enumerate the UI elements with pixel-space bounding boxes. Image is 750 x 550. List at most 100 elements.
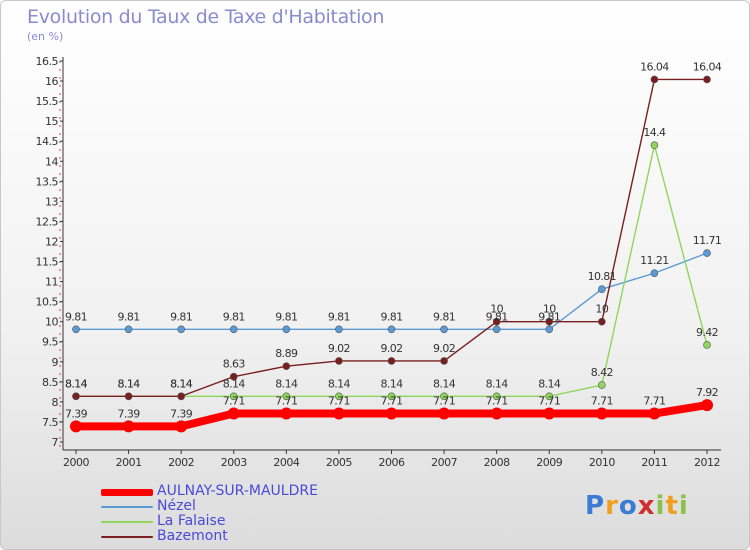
x-tick-label: 2012: [694, 456, 720, 469]
data-point-nezel: [545, 325, 554, 334]
chart-title: Evolution du Taux de Taxe d'Habitation: [27, 6, 385, 28]
data-label-nezel: 9.81: [538, 310, 560, 323]
data-point-bazemont: [229, 372, 238, 381]
data-label-nezel: 9.81: [433, 310, 455, 323]
data-point-nezel: [282, 325, 291, 334]
data-point-la-falaise: [229, 392, 238, 401]
y-tick-label: 13.5: [36, 175, 59, 188]
data-point-bazemont: [177, 392, 185, 401]
y-tick-label: 10.5: [36, 296, 59, 309]
data-label-la-falaise: 8.14: [538, 377, 561, 390]
data-point-aulnay: [70, 420, 82, 433]
data-point-bazemont: [387, 357, 396, 365]
y-tick-label: 14.5: [36, 135, 59, 148]
data-label-aulnay: 7.71: [380, 395, 402, 408]
x-tick-label: 2010: [589, 456, 615, 469]
data-point-bazemont: [545, 317, 554, 326]
data-point-nezel: [229, 325, 238, 334]
data-point-nezel: [124, 325, 133, 334]
data-label-la-falaise: 8.14: [380, 377, 403, 390]
data-point-nezel: [703, 249, 711, 257]
data-label-nezel: 10.81: [588, 270, 617, 283]
data-label-nezel: 9.81: [170, 310, 192, 323]
y-tick-label: 9.5: [42, 336, 58, 349]
x-tick-label: 2008: [484, 456, 510, 469]
x-tick-label: 2003: [221, 456, 247, 469]
y-tick-label: 13: [45, 195, 58, 208]
data-label-bazemont: 8.14: [118, 377, 141, 390]
data-point-la-falaise: [545, 392, 554, 401]
data-point-la-falaise: [282, 392, 291, 401]
data-point-aulnay: [490, 407, 503, 420]
data-point-la-falaise: [440, 392, 448, 401]
y-tick-label: 15: [45, 115, 58, 128]
y-tick-label: 7: [52, 436, 59, 449]
legend-label-nezel: Nézel: [157, 498, 196, 514]
data-point-nezel: [650, 269, 659, 277]
data-label-bazemont: 9.02: [433, 342, 455, 355]
proxiti-logo: Proxiti: [585, 491, 689, 521]
data-label-aulnay: 7.71: [223, 395, 245, 408]
data-label-la-falaise: 8.42: [591, 366, 613, 379]
data-label-aulnay: 7.71: [591, 395, 613, 408]
data-point-aulnay: [385, 407, 398, 420]
data-point-nezel: [72, 325, 80, 334]
data-label-nezel: 9.81: [380, 310, 402, 323]
y-tick-label: 8: [52, 396, 59, 409]
data-label-la-falaise: 8.14: [275, 377, 298, 390]
data-label-aulnay: 7.92: [696, 386, 718, 399]
data-point-nezel: [335, 325, 343, 334]
data-point-aulnay: [122, 420, 135, 433]
data-label-aulnay: 7.71: [328, 395, 350, 408]
x-tick-label: 2006: [379, 456, 405, 469]
data-label-bazemont: 10: [543, 303, 556, 316]
data-label-nezel: 9.81: [223, 310, 245, 323]
data-point-aulnay: [595, 407, 608, 420]
data-point-aulnay: [648, 407, 661, 420]
data-point-bazemont: [282, 362, 291, 371]
y-tick-label: 15.5: [36, 95, 59, 108]
data-label-nezel: 11.21: [640, 254, 669, 267]
data-point-aulnay: [227, 407, 240, 420]
data-point-nezel: [492, 325, 501, 334]
data-label-nezel: 9.81: [65, 310, 87, 323]
data-point-nezel: [598, 285, 606, 293]
data-label-la-falaise: 8.14: [223, 377, 246, 390]
data-point-la-falaise: [387, 392, 396, 401]
data-label-aulnay: 7.71: [433, 395, 455, 408]
data-label-la-falaise: 8.14: [328, 377, 351, 390]
y-tick-label: 14: [45, 155, 58, 168]
data-point-aulnay: [701, 399, 713, 412]
data-point-nezel: [387, 325, 396, 334]
x-tick-label: 2004: [273, 456, 299, 469]
legend-label-aulnay: AULNAY-SUR-MAULDRE: [157, 483, 318, 499]
data-label-bazemont: 9.02: [380, 342, 402, 355]
y-tick-label: 16.5: [36, 55, 59, 68]
data-label-la-falaise: 8.14: [65, 377, 88, 390]
data-label-la-falaise: 8.14: [433, 377, 456, 390]
data-label-nezel: 9.81: [486, 310, 508, 323]
data-label-bazemont: 10: [490, 303, 503, 316]
data-point-la-falaise: [335, 392, 343, 401]
data-label-nezel: 11.71: [693, 234, 722, 247]
data-point-aulnay: [332, 407, 345, 420]
x-tick-label: 2009: [536, 456, 562, 469]
data-point-aulnay: [543, 407, 556, 420]
data-label-la-falaise: 14.4: [643, 126, 666, 139]
data-point-bazemont: [650, 75, 659, 84]
data-point-la-falaise: [650, 141, 659, 150]
y-tick-label: 10: [45, 316, 58, 329]
x-tick-label: 2000: [63, 456, 89, 469]
y-tick-label: 16: [45, 75, 58, 88]
legend-label-bazemont: Bazemont: [157, 528, 228, 544]
y-tick-label: 11: [45, 276, 58, 289]
legend-label-la-falaise: La Falaise: [157, 513, 226, 529]
x-tick-label: 2005: [326, 456, 352, 469]
data-point-la-falaise: [703, 341, 711, 349]
legend-swatch-aulnay: [101, 489, 153, 496]
data-point-bazemont: [440, 357, 448, 365]
data-point-la-falaise: [598, 381, 606, 389]
data-label-bazemont: 16.04: [640, 60, 669, 73]
